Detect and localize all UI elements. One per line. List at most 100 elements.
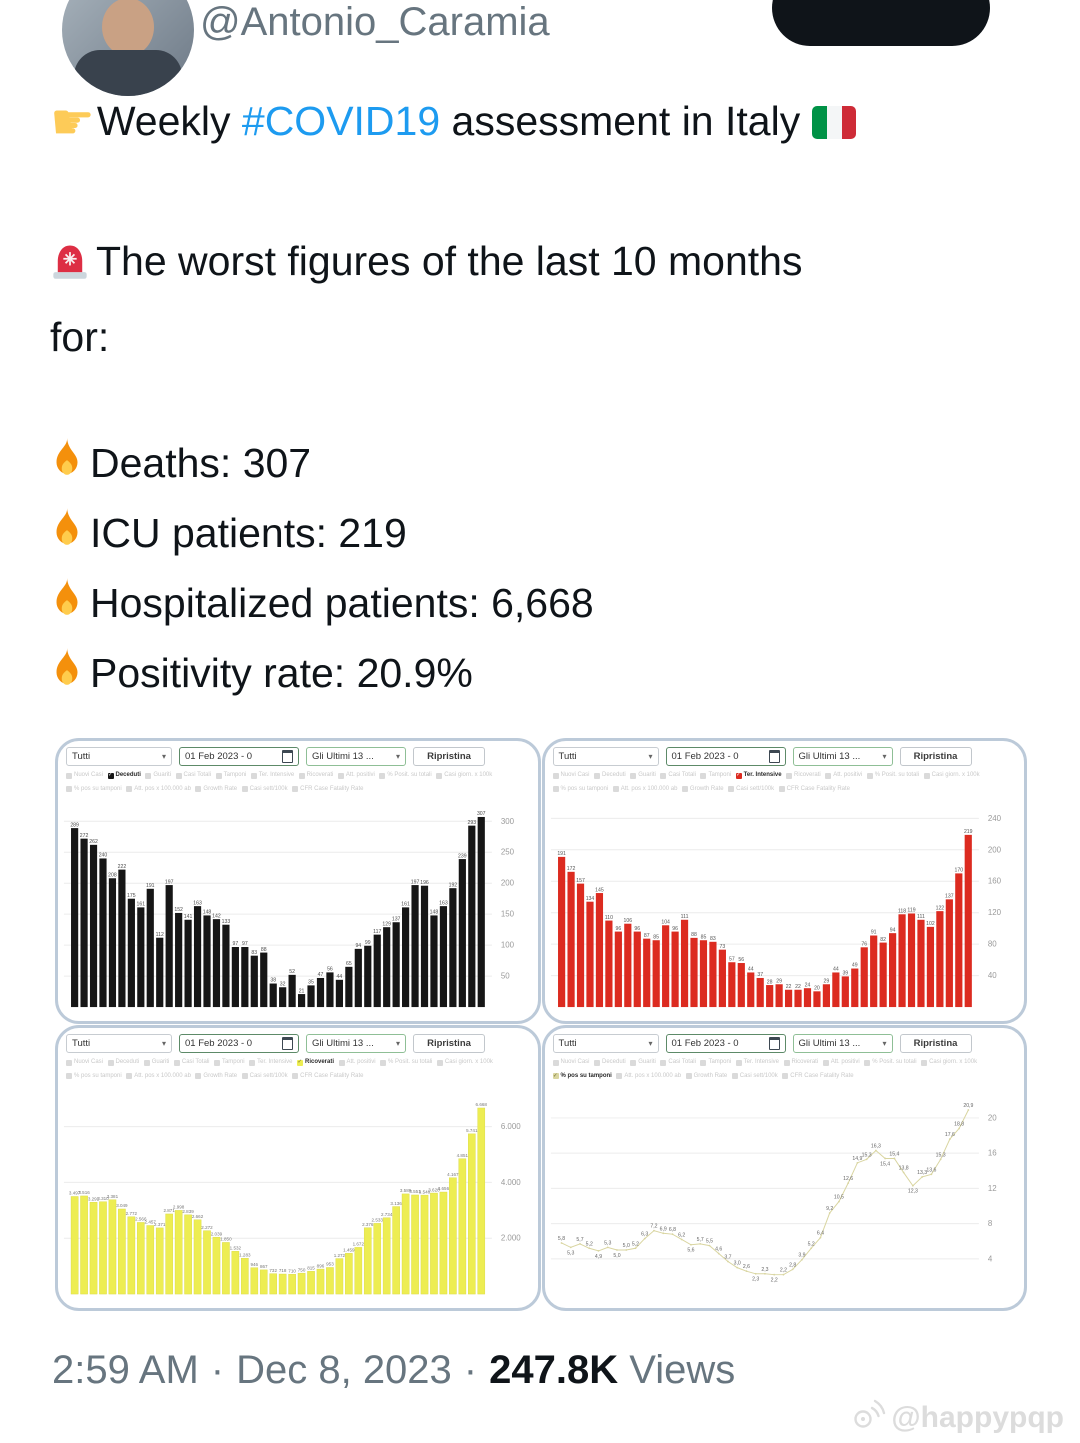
bar <box>259 1269 268 1294</box>
value-label: 5.741 <box>466 1128 478 1133</box>
legend-item[interactable]: % pos su tamponi <box>552 784 608 795</box>
legend-label: Tamponi <box>223 772 247 779</box>
legend-item[interactable]: Nuovi Casi <box>552 1057 590 1068</box>
legend-item[interactable]: Ricoverati <box>783 1057 818 1068</box>
legend-item[interactable]: Casi sett/100k <box>731 1071 778 1082</box>
bar <box>193 905 202 1007</box>
legend-item[interactable]: CFR Case Fatality Rate <box>782 1071 854 1082</box>
legend-item[interactable]: Growth Rate <box>195 784 237 795</box>
legend-item[interactable]: Guariti <box>143 1057 169 1068</box>
legend-item[interactable]: Casi giorn. x 100k <box>921 1057 977 1068</box>
reset-button[interactable]: Ripristina <box>413 747 485 766</box>
reset-button[interactable]: Ripristina <box>899 747 972 766</box>
user-handle[interactable]: @Antonio_Caramia <box>200 0 550 44</box>
legend-item[interactable]: ✓% pos su tamponi <box>552 1071 612 1082</box>
filter-select[interactable]: Tutti ▾ <box>552 747 659 766</box>
legend-item[interactable]: Casi giorn. x 100k <box>436 1057 493 1068</box>
legend-item[interactable]: Casi sett/100k <box>241 1071 288 1082</box>
legend-item[interactable]: Casi Totali <box>660 1057 696 1068</box>
legend-item[interactable]: Att. positivi <box>337 770 375 781</box>
value-label: 49 <box>851 962 857 968</box>
value-label: 24 <box>804 982 810 988</box>
legend-item[interactable]: Growth Rate <box>681 784 724 795</box>
date-range-input[interactable]: 01 Feb 2023 - 0 <box>665 747 786 766</box>
legend-item[interactable]: CFR Case Fatality Rate <box>292 784 364 795</box>
legend-item[interactable]: Ter. Intensive <box>735 1057 779 1068</box>
legend-item[interactable]: Casi sett/100k <box>728 784 774 795</box>
period-select[interactable]: Gli Ultimi 13 ... ▾ <box>306 1034 406 1053</box>
legend-item[interactable]: Growth Rate <box>685 1071 727 1082</box>
legend-item[interactable]: Att. pos x 100.000 ab <box>126 1071 191 1082</box>
filter-select[interactable]: Tutti ▾ <box>66 747 172 766</box>
legend-item[interactable]: Casi Totali <box>173 1057 209 1068</box>
legend-item[interactable]: Att. positivi <box>825 770 862 781</box>
avatar[interactable] <box>62 0 194 96</box>
legend-item[interactable]: ✓ Ricoverati <box>297 1057 334 1068</box>
legend-item[interactable]: Deceduti <box>107 1057 139 1068</box>
legend-item[interactable]: Att. positivi <box>822 1057 860 1068</box>
legend-item[interactable]: Tamponi <box>700 1057 731 1068</box>
date-range-input[interactable]: 01 Feb 2023 - 0 <box>665 1034 786 1053</box>
legend-item[interactable]: Casi Totali <box>660 770 696 781</box>
legend-item[interactable]: Ricoverati <box>786 770 821 781</box>
legend-item[interactable]: Tamponi <box>215 770 247 781</box>
follow-button[interactable] <box>772 0 990 46</box>
legend-item[interactable]: Guariti <box>630 770 656 781</box>
legend-item[interactable]: ✓ Deceduti <box>107 770 141 781</box>
bar <box>326 971 334 1007</box>
legend-item[interactable]: Att. pos x 100.000 ab <box>126 784 191 795</box>
period-select[interactable]: Gli Ultimi 13 ... ▾ <box>306 747 406 766</box>
date-range-input[interactable]: 01 Feb 2023 - 0 <box>179 1034 299 1053</box>
checkbox-icon <box>436 772 443 779</box>
legend-item[interactable]: Deceduti <box>594 1057 626 1068</box>
date-range-input[interactable]: 01 Feb 2023 - 0 <box>179 747 299 766</box>
legend-item[interactable]: Tamponi <box>213 1057 245 1068</box>
data-point <box>837 1200 840 1203</box>
legend-item[interactable]: % Posit. su totali <box>379 770 432 781</box>
legend-item[interactable]: Ter. Intensive <box>249 1057 293 1068</box>
reset-button[interactable]: Ripristina <box>899 1034 972 1053</box>
legend-item[interactable]: % Posit. su totali <box>380 1057 432 1068</box>
value-label: 5,6 <box>687 1247 694 1253</box>
value-label: 39 <box>842 970 848 976</box>
bar <box>118 1208 126 1294</box>
legend-item[interactable]: % Posit. su totali <box>866 770 919 781</box>
legend-item[interactable]: ✓ Ter. Intensive <box>735 770 782 781</box>
legend-item[interactable]: Ter. Intensive <box>250 770 294 781</box>
legend-item[interactable]: Nuovi Casi <box>66 770 103 781</box>
bar <box>793 989 802 1007</box>
period-select[interactable]: Gli Ultimi 13 ... ▾ <box>792 1034 893 1053</box>
legend-item[interactable]: Att. pos x 100.000 ab <box>612 784 677 795</box>
legend-item[interactable]: Deceduti <box>594 770 626 781</box>
legend-item[interactable]: Casi giorn. x 100k <box>923 770 980 781</box>
data-point <box>809 1246 812 1249</box>
legend-item[interactable]: % pos su tamponi <box>66 784 122 795</box>
legend-item[interactable]: Guariti <box>630 1057 656 1068</box>
period-select[interactable]: Gli Ultimi 13 ... ▾ <box>792 747 893 766</box>
legend-item[interactable]: Casi giorn. x 100k <box>436 770 492 781</box>
legend-item[interactable]: Guariti <box>145 770 171 781</box>
legend-item[interactable]: Ricoverati <box>298 770 333 781</box>
legend-item[interactable]: % Posit. su totali <box>864 1057 917 1068</box>
legend-item[interactable]: % pos su tamponi <box>66 1071 122 1082</box>
legend-item[interactable]: Att. pos x 100.000 ab <box>616 1071 681 1082</box>
hashtag-covid19[interactable]: #COVID19 <box>241 98 441 144</box>
value-label: 1.459 <box>343 1247 355 1252</box>
legend-item[interactable]: CFR Case Fatality Rate <box>292 1071 364 1082</box>
legend-item[interactable]: Growth Rate <box>195 1071 237 1082</box>
legend-item[interactable]: Casi Totali <box>175 770 211 781</box>
legend-item[interactable]: Att. positivi <box>338 1057 376 1068</box>
value-label: 12,3 <box>907 1188 917 1194</box>
data-point <box>763 1272 766 1275</box>
value-label: 134 <box>585 895 594 901</box>
legend-item[interactable]: Tamponi <box>700 770 731 781</box>
legend-item[interactable]: Nuovi Casi <box>552 770 590 781</box>
filter-select[interactable]: Tutti ▾ <box>552 1034 659 1053</box>
legend-item[interactable]: Casi sett/100k <box>241 784 288 795</box>
views[interactable]: 247.8K Views <box>489 1348 735 1393</box>
bar <box>278 1273 287 1294</box>
reset-button[interactable]: Ripristina <box>413 1034 485 1053</box>
filter-select[interactable]: Tutti ▾ <box>66 1034 172 1053</box>
legend-item[interactable]: Nuovi Casi <box>66 1057 103 1068</box>
legend-item[interactable]: CFR Case Fatality Rate <box>778 784 850 795</box>
